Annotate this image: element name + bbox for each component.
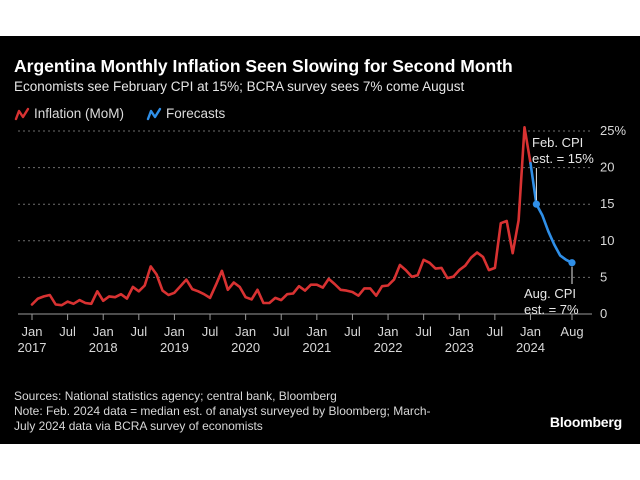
x-tick-year: 2020 [231, 340, 260, 355]
inflation-legend-icon [14, 107, 30, 120]
forecasts-legend-icon [146, 107, 162, 120]
y-tick-label: 15 [600, 196, 614, 211]
x-tick-year: 2024 [516, 340, 545, 355]
x-tick-year: 2017 [18, 340, 47, 355]
y-tick-label: 5 [600, 269, 607, 284]
series-lines [30, 126, 576, 307]
y-tick-label: 20 [600, 160, 614, 175]
bloomberg-logo: Bloomberg [549, 414, 622, 430]
x-tick-label: Jul [344, 324, 361, 339]
note-line1: Note: Feb. 2024 data = median est. of an… [14, 404, 431, 418]
x-tick-label: Jan [378, 324, 399, 339]
chart-subtitle: Economists see February CPI at 15%; BCRA… [14, 79, 465, 94]
x-tick-label: Jul [202, 324, 219, 339]
x-tick-label: Jan [22, 324, 43, 339]
x-tick-year: 2022 [374, 340, 403, 355]
feb-annotation-line2: est. = 15% [532, 151, 594, 166]
aug-annotation-line2: est. = 7% [524, 302, 579, 317]
x-tick-label: Jul [59, 324, 76, 339]
note-line2: July 2024 data via BCRA survey of econom… [14, 419, 263, 433]
x-tick-label: Jul [487, 324, 504, 339]
y-axis-ticks: 0 5 10 15 20 25% [600, 123, 626, 321]
y-tick-label: 0 [600, 306, 607, 321]
aug-annotation-line1: Aug. CPI [524, 286, 576, 301]
x-tick-label: Jan [235, 324, 256, 339]
x-tick-label: Jan [306, 324, 327, 339]
x-tick-label: Jul [131, 324, 148, 339]
legend-item-inflation: Inflation (MoM) [14, 106, 124, 121]
x-tick-label: Aug [560, 324, 583, 339]
y-tick-label: 10 [600, 233, 614, 248]
x-tick-label: Jan [520, 324, 541, 339]
x-tick-year: 2019 [160, 340, 189, 355]
x-tick-year: 2023 [445, 340, 474, 355]
x-tick-label: Jan [164, 324, 185, 339]
x-tick-year: 2018 [89, 340, 118, 355]
legend-label-forecasts: Forecasts [166, 106, 226, 121]
feb-forecast-dot [532, 200, 540, 208]
chart-panel: Argentina Monthly Inflation Seen Slowing… [0, 36, 640, 444]
y-tick-label: 25% [600, 123, 626, 138]
grid-lines [18, 130, 592, 315]
aug-forecast-dot [568, 259, 576, 267]
x-tick-label: Jul [273, 324, 290, 339]
legend-label-inflation: Inflation (MoM) [34, 106, 125, 121]
inflation-series-line [30, 126, 532, 307]
sources-text: Sources: National statistics agency; cen… [14, 389, 337, 403]
x-tick-year: 2021 [302, 340, 331, 355]
x-tick-label: Jul [415, 324, 432, 339]
legend-item-forecasts: Forecasts [146, 106, 225, 121]
x-tick-label: Jan [93, 324, 114, 339]
x-tick-label: Jan [449, 324, 470, 339]
feb-annotation-line1: Feb. CPI [532, 135, 583, 150]
chart-title: Argentina Monthly Inflation Seen Slowing… [14, 56, 513, 76]
annotations: Feb. CPI est. = 15% Aug. CPI est. = 7% [524, 135, 594, 317]
